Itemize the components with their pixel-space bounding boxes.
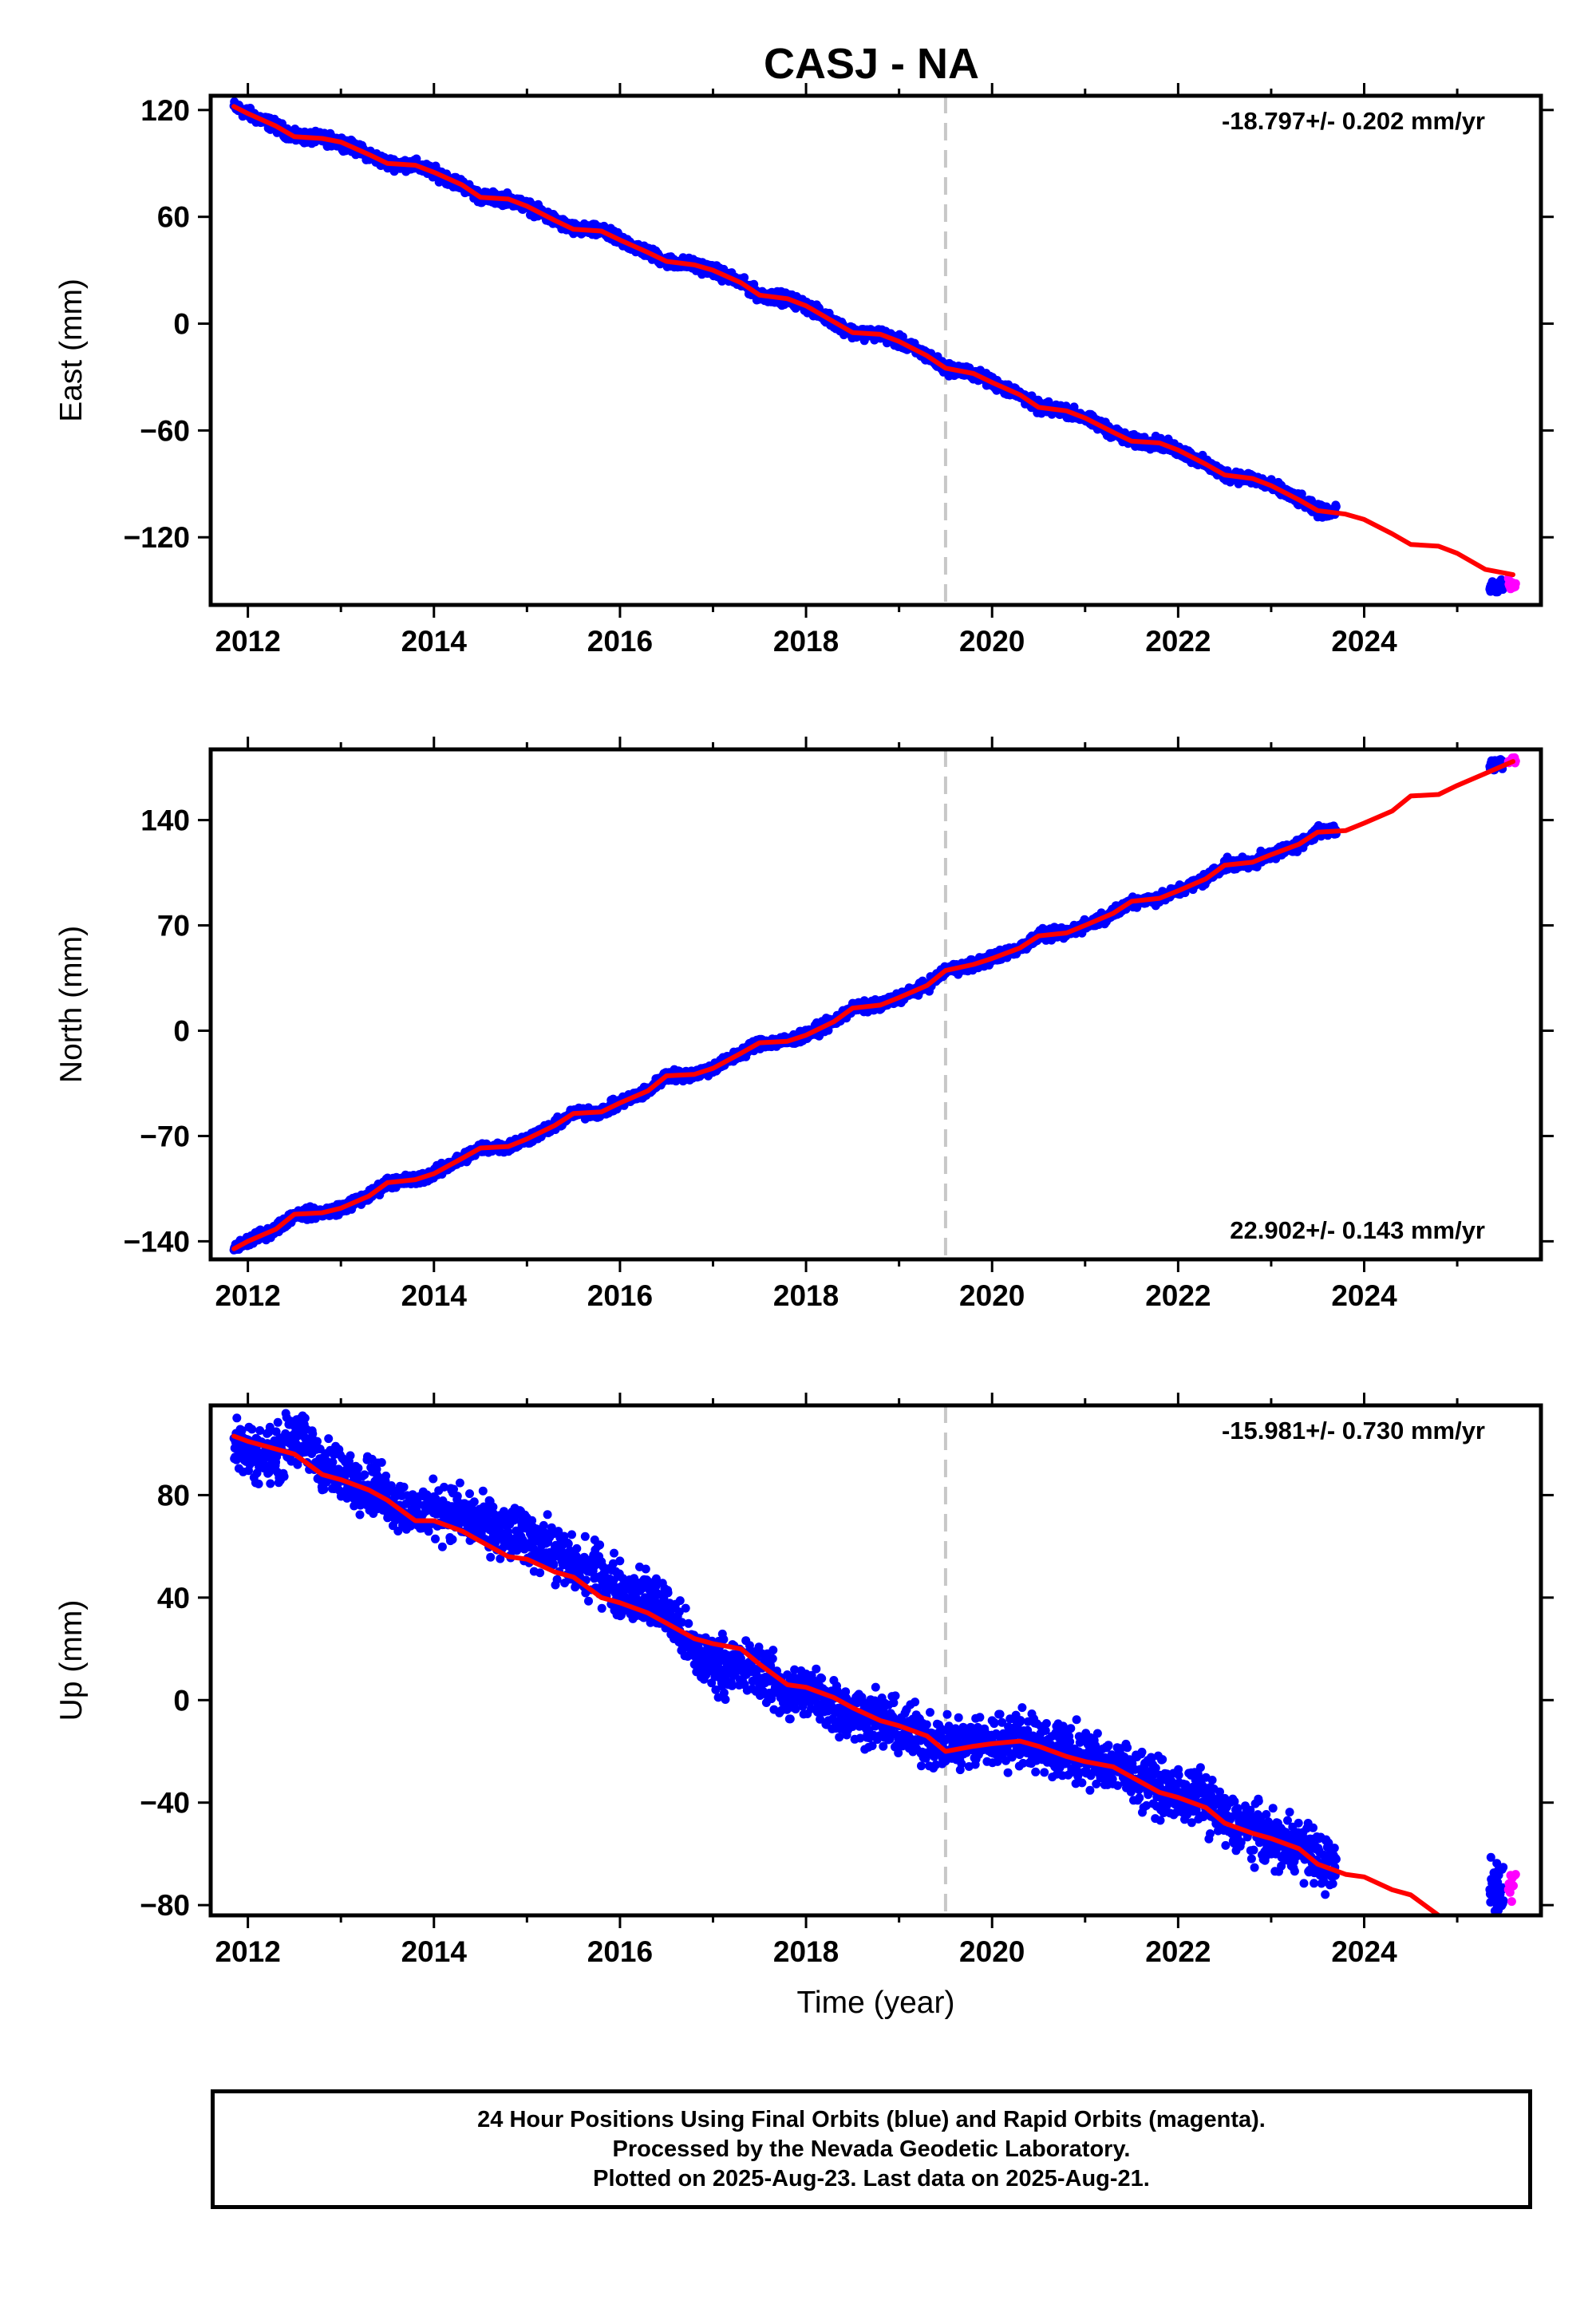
rapid-point	[1511, 579, 1520, 588]
x-tick-label: 2012	[215, 625, 280, 658]
x-tick-label: 2016	[587, 625, 653, 658]
y-tick-label: 60	[157, 201, 190, 234]
panel-north: 2012 2014 2016 2018 2020 2022 2024140700−70−14…	[54, 737, 1554, 1312]
east-rapid-orbit-points	[1503, 574, 1520, 594]
east-model-line	[231, 104, 1515, 578]
x-tick-label: 2018	[773, 625, 839, 658]
y-tick-label: 0	[173, 308, 190, 341]
final-point	[1331, 502, 1341, 512]
panel-east: 2012 2014 2016 2018 2020 2022 2024 120 60 0 −60 −12…	[54, 83, 1554, 658]
panels: 2012 2014 2016 2018 2020 2022 2024 120 60 0 −60 −12…	[54, 83, 1554, 2020]
x-tick-label: 2024	[1331, 625, 1397, 658]
x-tick-label: 2014	[401, 625, 468, 658]
east-rate-label: -18.797+/- 0.202 mm/yr	[1222, 107, 1485, 135]
x-tick-label: 2022	[1145, 625, 1211, 658]
y-tick-label: −120	[124, 521, 190, 554]
final-point	[1297, 489, 1306, 499]
east-plot-area	[229, 97, 1520, 597]
east-frame	[208, 93, 1543, 607]
east-y-axis-label: East (mm)	[54, 279, 89, 422]
figure-title: CASJ - NA	[764, 40, 979, 88]
final-point	[599, 221, 609, 231]
final-point	[740, 273, 749, 283]
y-tick-label: 120	[140, 94, 190, 127]
east-final-orbit-points	[229, 97, 1508, 597]
x-tick-label: 2020	[959, 625, 1025, 658]
final-point	[898, 332, 907, 342]
north-plot-area	[229, 753, 1520, 1255]
y-tick-label: −60	[140, 414, 190, 447]
